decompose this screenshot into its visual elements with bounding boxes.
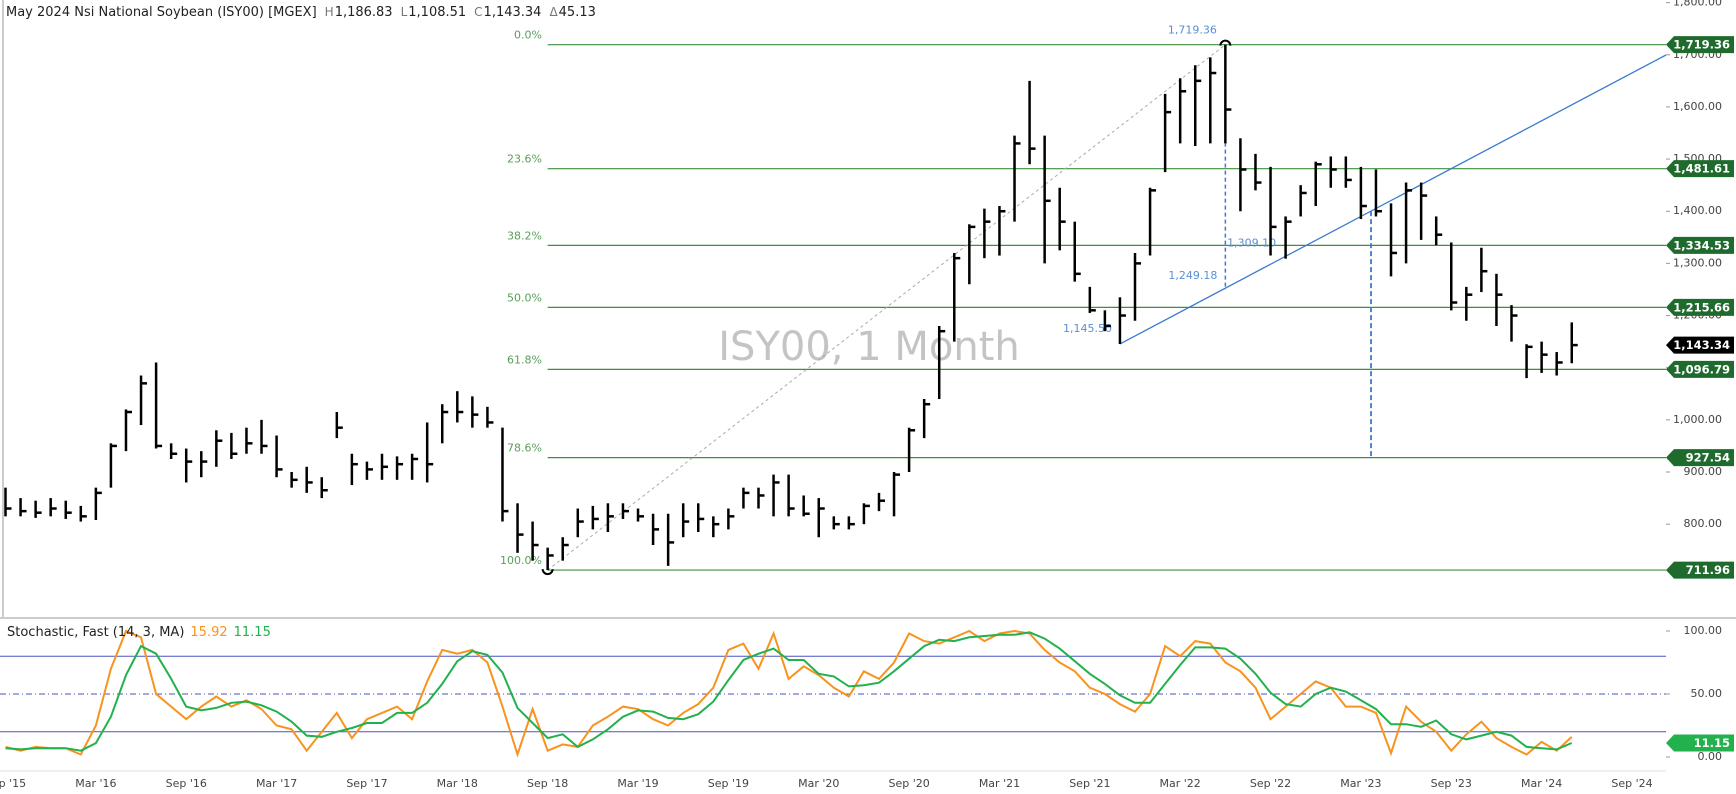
fib-label: 78.6%: [507, 442, 542, 455]
fib-value-label-bg: [1666, 236, 1734, 254]
fib-value-label-bg: [1666, 298, 1734, 316]
fib-value-label-bg: [1666, 561, 1734, 579]
x-tick-label: Sep '24: [1611, 777, 1652, 790]
stat-value: 1,108.51: [408, 5, 466, 20]
annotation: 1,309.10: [1227, 237, 1276, 250]
annotation: 1,719.36: [1168, 24, 1217, 37]
y-tick-label: 900.00: [1684, 465, 1723, 478]
stat-key: H: [325, 5, 334, 19]
header: May 2024 Nsi National Soybean (ISY00) [M…: [6, 5, 596, 20]
x-tick-label: Mar '17: [256, 777, 297, 790]
y-tick-label: 1,000.00: [1673, 413, 1722, 426]
indicator-last-label-bg: [1666, 734, 1734, 752]
x-tick-label: Mar '21: [979, 777, 1020, 790]
y-tick-label: 1,600.00: [1673, 100, 1722, 113]
fib-value-label: 927.54: [1686, 451, 1730, 465]
x-tick-label: Mar '24: [1521, 777, 1562, 790]
indicator-value: 15.92: [190, 625, 227, 640]
last-price-label: 1,143.34: [1673, 338, 1730, 352]
stat-key: C: [474, 5, 482, 19]
x-tick-label: Mar '20: [798, 777, 839, 790]
y-tick-label: 0.00: [1698, 750, 1723, 763]
x-tick-label: Sep '18: [527, 777, 568, 790]
stat-key: Δ: [549, 5, 558, 19]
x-tick-label: Mar '23: [1340, 777, 1381, 790]
x-tick-label: Mar '18: [437, 777, 478, 790]
last-price-label-bg: [1666, 336, 1734, 354]
fib-value-label-bg: [1666, 360, 1734, 378]
fib-value-label-bg: [1666, 160, 1734, 178]
header-title: May 2024 Nsi National Soybean (ISY00) [M…: [6, 5, 317, 20]
fib-anchor: [1219, 39, 1232, 46]
x-tick-label: Sep '20: [888, 777, 929, 790]
x-tick-label: Sep '21: [1069, 777, 1110, 790]
x-tick-label: Sep '22: [1250, 777, 1291, 790]
fib-label: 50.0%: [507, 291, 542, 304]
fib-value-label-bg: [1666, 36, 1734, 54]
indicator-value: 11.15: [234, 625, 271, 640]
fib-diagonal: [547, 44, 1226, 571]
stat-value: 1,186.83: [335, 5, 393, 20]
fib-value-label-bg: [1666, 449, 1734, 467]
trend-line: [1119, 54, 1667, 345]
series-line: [5, 631, 1573, 752]
y-tick-label: 50.00: [1691, 687, 1723, 700]
x-tick-label: Sep '17: [346, 777, 387, 790]
fib-label: 23.6%: [507, 153, 542, 166]
indicator-header: Stochastic, Fast (14, 3, MA) 15.92 11.15: [7, 625, 271, 640]
y-tick-label: 100.00: [1684, 624, 1723, 637]
series-line: [5, 629, 1573, 758]
fib-anchor: [541, 568, 554, 576]
x-tick-label: Mar '19: [617, 777, 658, 790]
x-tick-label: Sep '16: [166, 777, 207, 790]
background: [0, 0, 1736, 772]
fib-value-label: 1,334.53: [1673, 238, 1730, 252]
y-tick-label: 1,400.00: [1673, 204, 1722, 217]
stat-value: 45.13: [559, 5, 596, 20]
fib-value-label: 1,481.61: [1673, 162, 1730, 176]
fib-value-label: 711.96: [1686, 563, 1730, 577]
x-tick-label: Sep '23: [1431, 777, 1472, 790]
y-tick-label: 1,800.00: [1673, 0, 1722, 9]
x-tick-label: Mar '22: [1160, 777, 1201, 790]
fib-value-label: 1,719.36: [1673, 38, 1730, 52]
fib-label: 61.8%: [507, 353, 542, 366]
fib-value-label: 1,096.79: [1673, 362, 1730, 376]
y-tick-label: 800.00: [1684, 517, 1723, 530]
indicator-last-label: 11.15: [1694, 736, 1730, 750]
stat-value: 1,143.34: [484, 5, 542, 20]
y-tick-label: 1,300.00: [1673, 256, 1722, 269]
x-tick-label: Sep '19: [708, 777, 749, 790]
x-tick-label: Sep '15: [0, 777, 26, 790]
fib-label: 38.2%: [507, 229, 542, 242]
stat-key: L: [401, 5, 408, 19]
annotation: 1,145.50: [1063, 322, 1112, 335]
indicator-title: Stochastic, Fast (14, 3, MA): [7, 625, 184, 640]
x-tick-label: Mar '16: [75, 777, 116, 790]
watermark: ISY00, 1 Month: [718, 324, 1019, 370]
annotation: 1,249.18: [1168, 269, 1217, 282]
fib-value-label: 1,215.66: [1673, 300, 1730, 314]
fib-label: 0.0%: [514, 29, 542, 42]
fib-label: 100.0%: [500, 554, 542, 567]
